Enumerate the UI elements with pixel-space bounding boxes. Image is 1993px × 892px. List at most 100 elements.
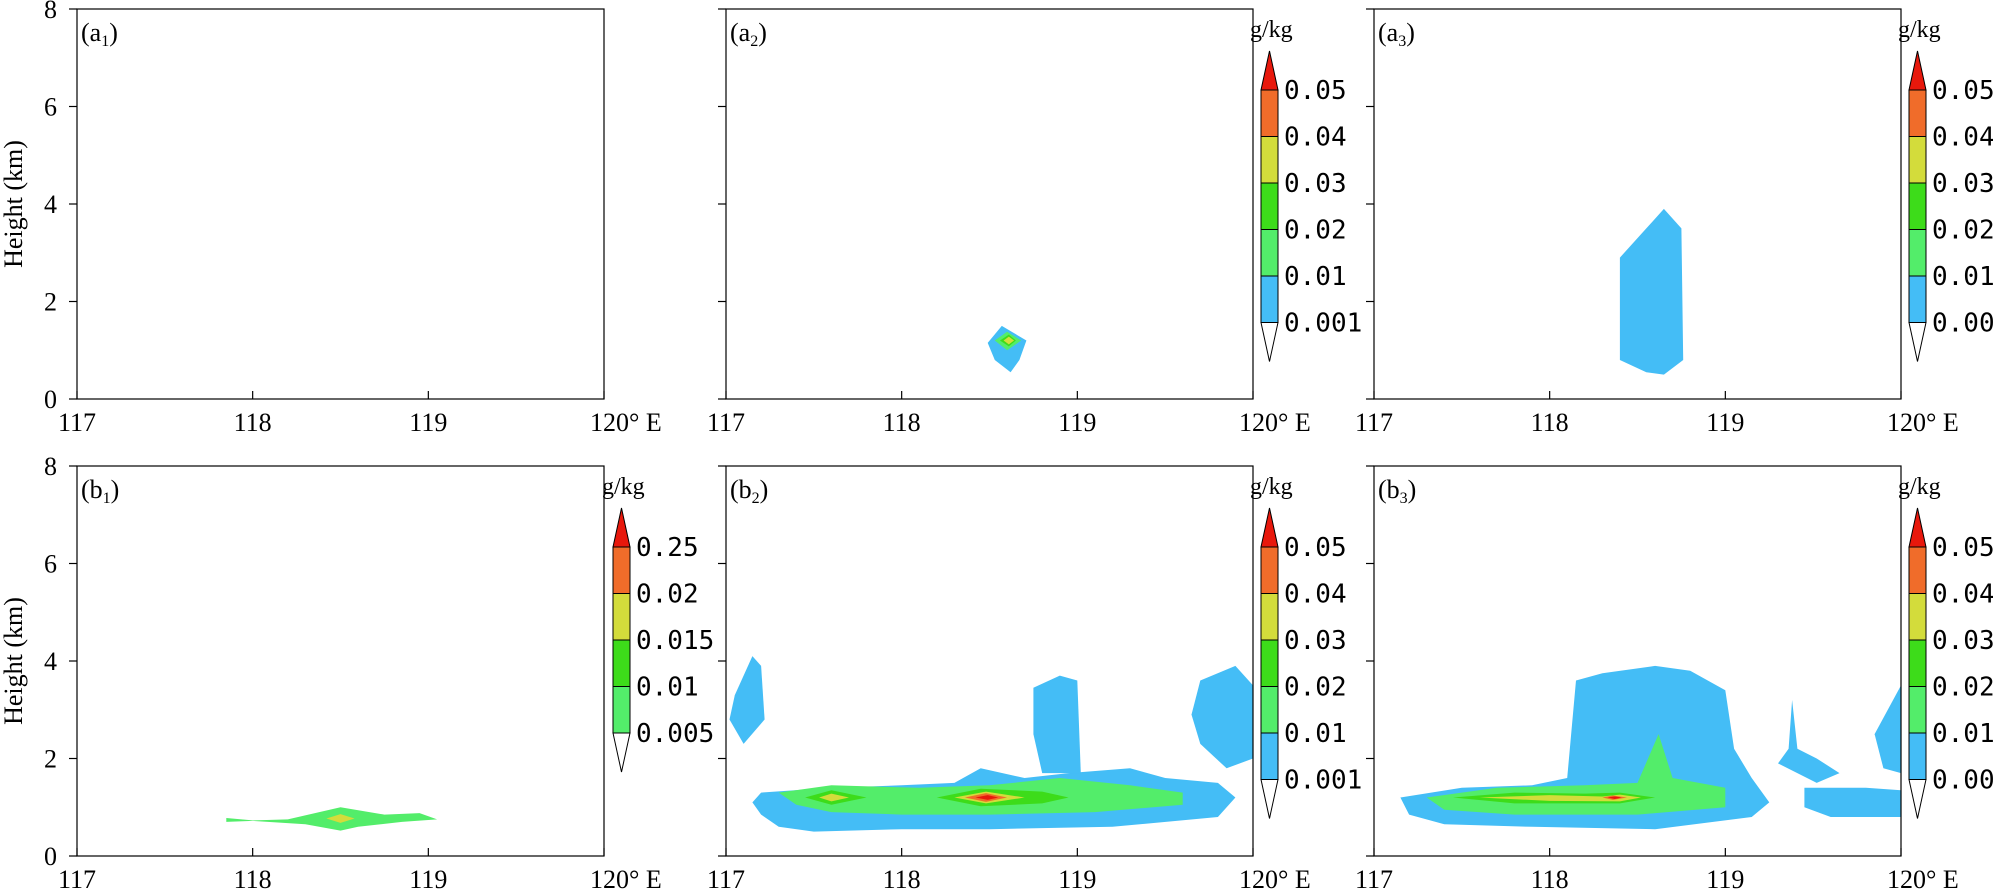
colorbar-top-triangle: [612, 507, 631, 548]
x-tick-label: 118: [883, 408, 921, 437]
colorbar-segment: [1908, 546, 1927, 594]
panel-1: 117 118 119 120° E 0 2 4 6 8 Height (km) (a1): [0, 0, 662, 437]
colorbar-segment: [612, 686, 631, 734]
x-tick-label: 119: [409, 408, 447, 437]
colorbar-label: 0.02: [1932, 673, 1993, 703]
colorbar-segment: [612, 546, 631, 594]
colorbar-label: 0.01: [1932, 262, 1993, 292]
y-axis-label: Height (km): [0, 597, 28, 725]
contour-region-level-1: [1804, 787, 1901, 817]
x-tick-label: 120° E: [590, 408, 662, 437]
colorbar-label: 0.03: [1932, 626, 1993, 656]
contour-region-level-1: [1874, 685, 1901, 774]
colorbar: g/kg 0.05 0.04 0.03 0.02 0.01 0.001: [1898, 474, 1993, 819]
contour-region-level-1: [1778, 700, 1840, 783]
x-tick-label: 120° E: [1887, 408, 1959, 437]
colorbar-segment: [1260, 546, 1279, 594]
colorbar-unit: g/kg: [1898, 17, 1941, 43]
panel-label: (a3): [1378, 18, 1415, 50]
colorbar-label: 0.05: [1284, 533, 1347, 563]
colorbar: g/kg 0.05 0.04 0.03 0.02 0.01 0.001: [1250, 474, 1362, 819]
panel-2: 117 118 119 120° E (a2) g/kg 0.05 0.04 0.03 0.02 0…: [707, 8, 1362, 437]
x-tick-label: 119: [409, 865, 447, 892]
x-tick-label: 119: [1058, 865, 1096, 892]
contour-regions: [226, 807, 438, 831]
colorbar-bottom-triangle: [1260, 322, 1279, 362]
colorbar-segment: [1260, 275, 1279, 323]
contour-region-level-4: [819, 793, 849, 802]
x-tick-label: 119: [1058, 408, 1096, 437]
colorbar: g/kg 0.05 0.04 0.03 0.02 0.01 0.001: [1898, 17, 1993, 362]
contour-region-level-1: [729, 656, 765, 744]
y-tick-label: 8: [44, 0, 57, 24]
x-tick-label: 118: [1531, 408, 1569, 437]
contour-regions: [729, 656, 1253, 832]
colorbar-bottom-triangle: [1908, 779, 1927, 819]
x-tick-label: 117: [1355, 408, 1393, 437]
x-tick-label: 119: [1706, 865, 1744, 892]
colorbar-segment: [1908, 136, 1927, 184]
y-tick-label: 0: [44, 385, 57, 414]
colorbar-label: 0.04: [1932, 580, 1993, 610]
contour-region-level-4: [326, 814, 355, 823]
colorbar-label: 0.001: [1932, 766, 1993, 796]
colorbar-label: 0.01: [1284, 719, 1347, 749]
panel-6: 117 118 119 120° E (b3) g/kg 0.05 0.04 0.03 0.02 0…: [1355, 465, 1993, 892]
colorbar: g/kg 0.05 0.04 0.03 0.02 0.01 0.001: [1250, 17, 1362, 362]
colorbar-label: 0.001: [1284, 766, 1362, 796]
colorbar-segment: [1908, 275, 1927, 323]
colorbar-top-triangle: [1908, 507, 1927, 548]
colorbar-label: 0.05: [1932, 533, 1993, 563]
colorbar-segment: [1908, 686, 1927, 734]
colorbar-label: 0.03: [1284, 626, 1347, 656]
x-tick-label: 118: [1531, 865, 1569, 892]
colorbar-label: 0.02: [636, 580, 699, 610]
colorbar-label: 0.04: [1284, 123, 1347, 153]
panel-label: (b2): [730, 475, 768, 507]
x-tick-label: 117: [58, 408, 96, 437]
y-tick-label: 0: [44, 842, 57, 871]
contour-region-level-1: [1191, 665, 1253, 769]
colorbar-label: 0.03: [1932, 169, 1993, 199]
colorbar-segment: [1260, 593, 1279, 641]
colorbar: g/kg 0.25 0.02 0.015 0.01 0.005: [602, 474, 714, 773]
x-tick-label: 117: [707, 865, 745, 892]
colorbar-top-triangle: [1260, 507, 1279, 548]
contour-region-level-4: [1479, 794, 1641, 802]
colorbar-segment: [1908, 639, 1927, 687]
colorbar-unit: g/kg: [1250, 474, 1293, 500]
x-tick-label: 120° E: [590, 865, 662, 892]
colorbar-label: 0.02: [1284, 673, 1347, 703]
colorbar-label: 0.015: [636, 626, 714, 656]
contour-regions: [1400, 665, 1901, 830]
colorbar-label: 0.01: [636, 673, 699, 703]
colorbar-label: 0.25: [636, 533, 699, 563]
colorbar-label: 0.05: [1932, 76, 1993, 106]
colorbar-segment: [612, 593, 631, 641]
panel-label: (a2): [730, 18, 767, 50]
x-tick-label: 119: [1706, 408, 1744, 437]
colorbar-label: 0.02: [1932, 216, 1993, 246]
contour-region-level-6: [975, 795, 999, 800]
contour-region-level-1: [1033, 675, 1081, 774]
colorbar-segment: [1260, 89, 1279, 137]
panel-label: (b3): [1378, 475, 1416, 507]
contour-region-level-4: [1003, 336, 1015, 345]
y-tick-label: 4: [44, 190, 57, 219]
colorbar-segment: [1260, 732, 1279, 780]
colorbar-top-triangle: [1908, 50, 1927, 91]
colorbar-label: 0.03: [1284, 169, 1347, 199]
colorbar-segment: [1260, 229, 1279, 277]
colorbar-label: 0.01: [1932, 719, 1993, 749]
colorbar-unit: g/kg: [602, 474, 645, 500]
colorbar-label: 0.001: [1284, 309, 1362, 339]
colorbar-label: 0.04: [1284, 580, 1347, 610]
colorbar-unit: g/kg: [1250, 17, 1293, 43]
colorbar-unit: g/kg: [1898, 474, 1941, 500]
contour-regions: [1619, 208, 1684, 375]
colorbar-bottom-triangle: [1260, 779, 1279, 819]
x-tick-label: 117: [58, 865, 96, 892]
panel-5: 117 118 119 120° E (b2) g/kg 0.05 0.04 0.03 0.02 0…: [707, 465, 1362, 892]
colorbar-segment: [1260, 182, 1279, 230]
colorbar-segment: [1260, 136, 1279, 184]
